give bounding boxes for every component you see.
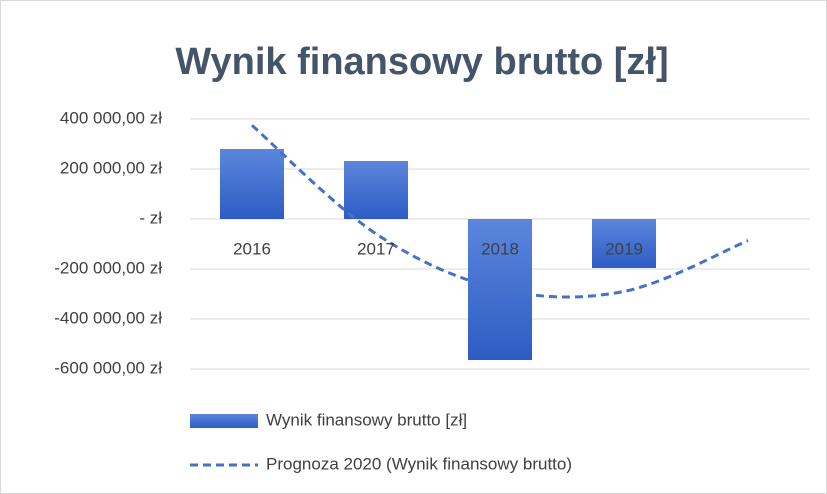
x-tick-label: 2019 [605,239,643,258]
legend-swatch [190,414,258,428]
y-tick-label: -400 000,00 zł [54,308,162,327]
y-tick-label: 400 000,00 zł [60,108,162,127]
x-tick-label: 2017 [357,239,395,258]
y-tick-label: -600 000,00 zł [54,358,162,377]
x-tick-label: 2018 [481,239,519,258]
bar [592,219,656,268]
legend-label: Wynik finansowy brutto [zł] [266,410,467,429]
y-tick-label: - zł [139,208,162,227]
chart-title: Wynik finansowy brutto [zł] [175,41,668,83]
x-tick-label: 2016 [233,239,271,258]
trend-line [251,124,749,299]
y-tick-label: -200 000,00 zł [54,258,162,277]
bar [344,161,408,219]
legend-label: Prognoza 2020 (Wynik finansowy brutto) [266,454,572,473]
bar [220,149,284,219]
y-tick-label: 200 000,00 zł [60,158,162,177]
